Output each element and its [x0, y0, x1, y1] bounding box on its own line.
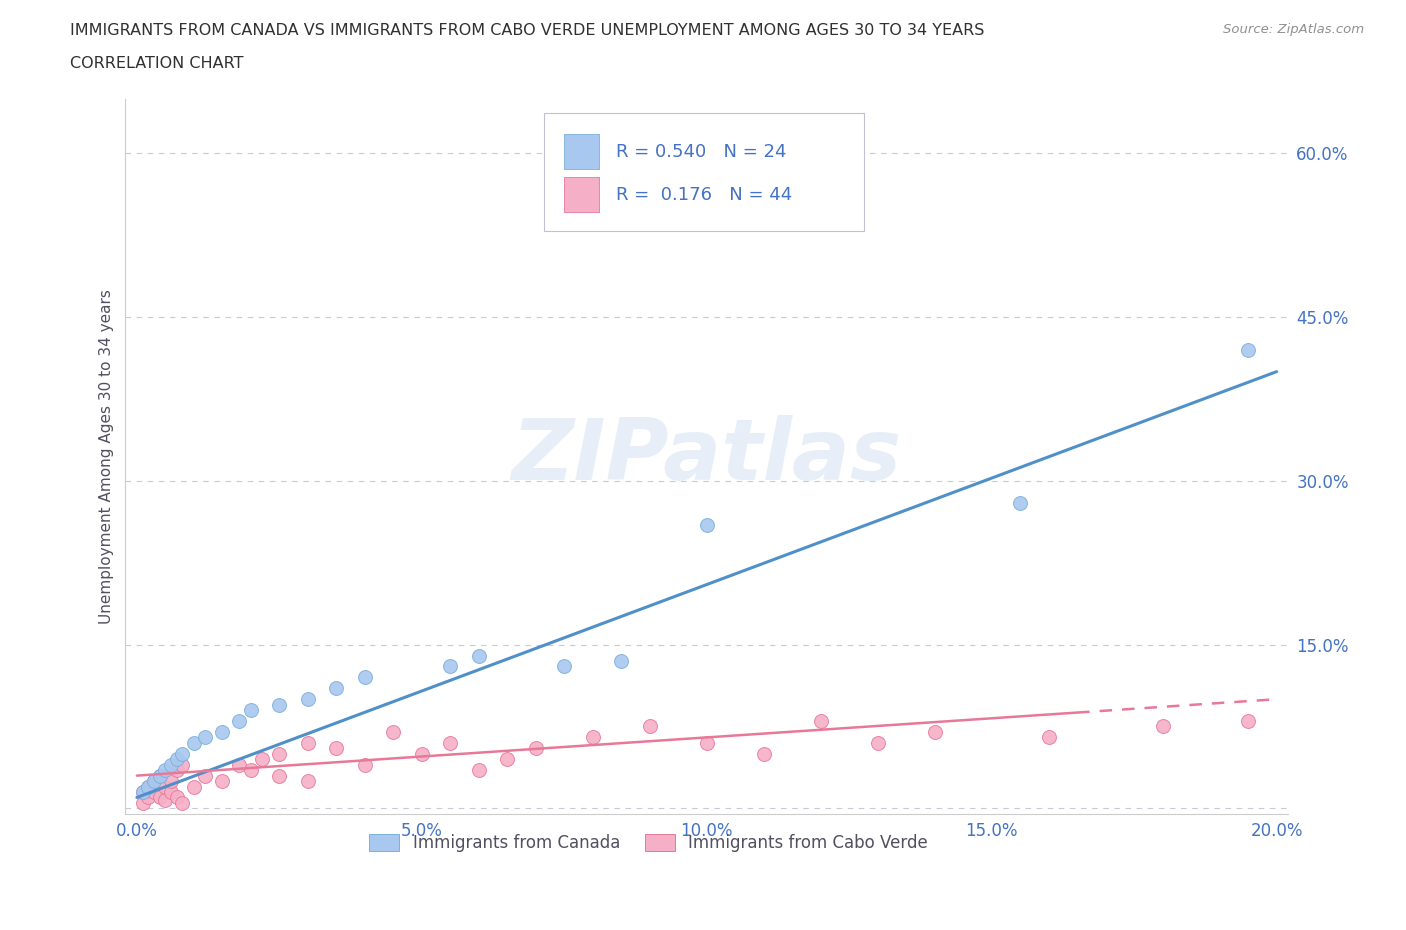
Point	[269, 698, 291, 712]
Text: IMMIGRANTS FROM CANADA VS IMMIGRANTS FROM CABO VERDE UNEMPLOYMENT AMONG AGES 30 : IMMIGRANTS FROM CANADA VS IMMIGRANTS FRO…	[70, 23, 984, 38]
Point	[131, 785, 153, 800]
FancyBboxPatch shape	[544, 113, 863, 231]
Point	[155, 763, 177, 777]
Point	[172, 795, 194, 810]
Point	[211, 724, 233, 739]
Text: CORRELATION CHART: CORRELATION CHART	[70, 56, 243, 71]
Point	[353, 757, 375, 772]
Y-axis label: Unemployment Among Ages 30 to 34 years: Unemployment Among Ages 30 to 34 years	[100, 289, 114, 624]
Point	[411, 747, 433, 762]
Point	[239, 763, 262, 777]
Point	[131, 785, 153, 800]
Legend: Immigrants from Canada, Immigrants from Cabo Verde: Immigrants from Canada, Immigrants from …	[363, 828, 935, 859]
Text: ZIPatlas: ZIPatlas	[512, 415, 901, 498]
Text: Source: ZipAtlas.com: Source: ZipAtlas.com	[1223, 23, 1364, 36]
Point	[239, 703, 262, 718]
FancyBboxPatch shape	[564, 178, 599, 212]
Point	[143, 785, 166, 800]
Point	[183, 779, 205, 794]
Point	[1152, 719, 1174, 734]
Point	[131, 795, 153, 810]
Point	[149, 790, 172, 804]
Point	[183, 736, 205, 751]
Point	[172, 747, 194, 762]
Point	[325, 741, 347, 756]
Point	[752, 747, 775, 762]
Point	[149, 768, 172, 783]
Point	[143, 774, 166, 789]
Point	[439, 736, 461, 751]
Point	[228, 757, 250, 772]
Point	[439, 659, 461, 674]
Point	[252, 751, 274, 766]
Point	[325, 681, 347, 696]
Point	[155, 792, 177, 807]
Point	[382, 724, 405, 739]
Point	[166, 751, 188, 766]
Point	[172, 757, 194, 772]
Point	[136, 779, 159, 794]
Point	[610, 654, 633, 669]
Point	[297, 736, 319, 751]
FancyBboxPatch shape	[564, 135, 599, 168]
Point	[1237, 713, 1260, 728]
Point	[553, 659, 575, 674]
Point	[160, 757, 183, 772]
Point	[1010, 495, 1032, 510]
Point	[160, 774, 183, 789]
Point	[136, 790, 159, 804]
Point	[269, 747, 291, 762]
Point	[136, 779, 159, 794]
Point	[1038, 730, 1060, 745]
Point	[582, 730, 605, 745]
Point	[696, 517, 718, 532]
Point	[160, 785, 183, 800]
Point	[866, 736, 889, 751]
Point	[269, 768, 291, 783]
Point	[166, 763, 188, 777]
Point	[155, 779, 177, 794]
Point	[468, 648, 491, 663]
Point	[924, 724, 946, 739]
Point	[194, 730, 217, 745]
Point	[638, 719, 661, 734]
Point	[149, 768, 172, 783]
Point	[1237, 342, 1260, 357]
Point	[696, 736, 718, 751]
Point	[194, 768, 217, 783]
Point	[468, 763, 491, 777]
Point	[297, 774, 319, 789]
Text: R =  0.176   N = 44: R = 0.176 N = 44	[616, 185, 793, 204]
Point	[297, 692, 319, 707]
Point	[524, 741, 547, 756]
Point	[496, 751, 519, 766]
Point	[228, 713, 250, 728]
Point	[211, 774, 233, 789]
Text: R = 0.540   N = 24: R = 0.540 N = 24	[616, 142, 786, 161]
Point	[810, 713, 832, 728]
Point	[166, 790, 188, 804]
Point	[143, 774, 166, 789]
Point	[353, 670, 375, 684]
